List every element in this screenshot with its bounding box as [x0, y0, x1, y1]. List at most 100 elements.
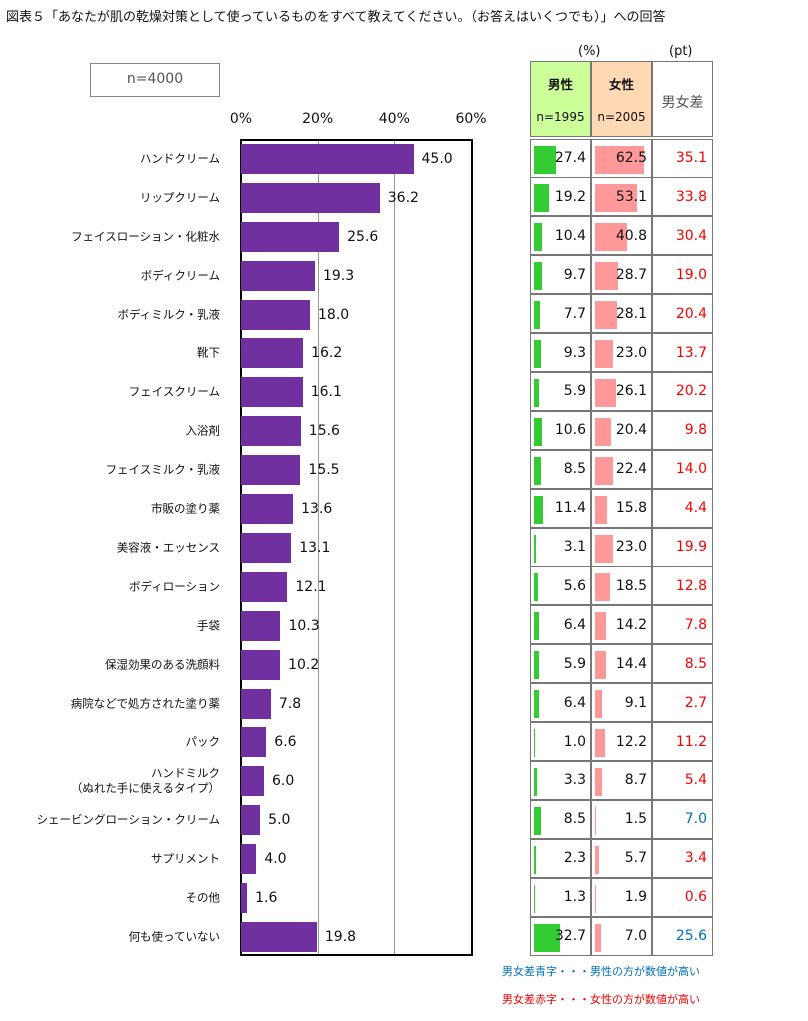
bar-value-label: 13.1	[299, 539, 331, 556]
male-bar	[534, 729, 535, 757]
female-bar	[595, 884, 597, 913]
diff-cell: 19.0	[652, 255, 713, 295]
female-value: 5.7	[624, 850, 647, 867]
male-value: 9.3	[563, 344, 586, 361]
diff-header-label: 男女差	[661, 95, 704, 111]
female-bar	[595, 729, 605, 757]
female-header-label: 女性	[608, 77, 634, 92]
category-label-line: 靴下	[197, 345, 220, 360]
female-cell: 5.7	[591, 838, 652, 878]
male-cell: 10.4	[530, 216, 591, 256]
male-cell: 7.7	[530, 294, 591, 334]
bar	[241, 844, 257, 875]
female-bar	[595, 223, 628, 252]
diff-value: 12.8	[675, 577, 707, 594]
bar	[241, 532, 292, 563]
bar-value-label: 19.3	[322, 267, 355, 284]
bar-value-label: 6.0	[272, 773, 295, 790]
category-label: 病院などで処方された塗り薬	[71, 696, 220, 711]
bar	[241, 883, 248, 914]
diff-cell: 3.4	[652, 838, 713, 878]
female-cell: 7.0	[591, 916, 652, 956]
male-bar	[534, 690, 540, 719]
x-tick-label: 20%	[302, 111, 334, 127]
male-bar	[534, 612, 540, 641]
female-cell: 26.1	[591, 371, 652, 411]
note-red-text: 男女差赤字・・・女性の方が数値が高い	[502, 993, 700, 1006]
male-value: 7.7	[563, 305, 586, 322]
category-label-line: ハンドミルク	[151, 766, 220, 781]
diff-value: 5.4	[684, 772, 707, 789]
bar	[241, 494, 294, 525]
bar	[241, 766, 264, 797]
female-cell: 15.8	[591, 488, 652, 528]
female-value: 26.1	[615, 383, 647, 400]
female-value: 7.0	[624, 928, 647, 944]
category-label: 保湿効果のある洗顔料	[105, 657, 220, 672]
category-label-line: パック	[185, 734, 221, 749]
diff-value: 8.5	[684, 655, 707, 672]
category-label-line: フェイスクリーム	[128, 384, 220, 399]
male-value: 11.4	[554, 500, 586, 517]
female-cell: 8.7	[591, 760, 652, 800]
diff-value: 33.8	[675, 188, 707, 205]
diff-cell: 35.1	[652, 138, 713, 178]
category-label: 手袋	[197, 618, 220, 633]
category-label: シェービングローション・クリーム	[37, 813, 220, 828]
male-bar	[534, 767, 537, 796]
male-cell: 11.4	[530, 488, 591, 528]
male-cell: 9.7	[530, 255, 591, 295]
bar-value-label: 25.6	[347, 228, 379, 245]
bar	[241, 727, 267, 758]
diff-value: 0.6	[684, 889, 707, 906]
diff-value: 7.0	[684, 811, 707, 828]
bar	[241, 455, 301, 486]
category-label-line: 保湿効果のある洗顔料	[105, 657, 220, 672]
female-cell: 62.5	[591, 138, 652, 178]
female-cell: 40.8	[591, 216, 652, 256]
diff-cell: 30.4	[652, 216, 713, 256]
female-bar	[595, 184, 637, 213]
bar	[241, 610, 281, 641]
female-bar	[595, 767, 602, 796]
diff-value: 20.2	[675, 383, 707, 400]
diff-cell: 0.6	[652, 877, 713, 917]
female-cell: 22.4	[591, 449, 652, 489]
male-header-label: 男性	[547, 77, 573, 92]
bar	[241, 338, 304, 369]
female-cell: 20.4	[591, 410, 652, 450]
female-value: 12.2	[615, 733, 647, 750]
female-value: 14.4	[615, 655, 647, 672]
category-label: リップクリーム	[140, 190, 220, 205]
bar-value-label: 16.2	[311, 345, 343, 362]
female-value: 22.4	[615, 461, 647, 478]
category-label-line: 美容液・エッセンス	[116, 540, 220, 555]
female-cell: 9.1	[591, 683, 652, 723]
male-cell: 19.2	[530, 177, 591, 217]
male-header-n: n=1995	[536, 110, 585, 124]
diff-cell: 20.4	[652, 294, 713, 334]
male-value: 32.7	[554, 928, 586, 944]
sample-size-box: n=4000	[90, 63, 220, 97]
gridline	[394, 141, 396, 954]
male-value: 8.5	[563, 461, 586, 478]
female-value: 9.1	[624, 694, 647, 711]
male-value: 5.6	[563, 577, 586, 594]
female-value: 53.1	[615, 188, 647, 205]
female-bar	[595, 573, 610, 602]
male-bar	[534, 573, 539, 602]
female-bar	[595, 651, 607, 680]
category-label-line: サプリメント	[151, 851, 220, 866]
male-bar	[534, 845, 536, 874]
category-label-line: リップクリーム	[139, 190, 220, 205]
female-cell: 14.2	[591, 605, 652, 645]
male-cell: 1.3	[530, 877, 591, 917]
female-bar	[595, 534, 614, 563]
diff-cell: 8.5	[652, 644, 713, 684]
female-bar	[595, 806, 597, 835]
note-red: 男女差赤字・・・女性の方が数値が高い	[502, 991, 700, 1007]
category-label: フェイスローション・化粧水	[71, 229, 220, 244]
female-cell: 14.4	[591, 644, 652, 684]
female-value: 1.5	[624, 811, 647, 828]
female-header: 女性 n=2005	[591, 61, 652, 137]
